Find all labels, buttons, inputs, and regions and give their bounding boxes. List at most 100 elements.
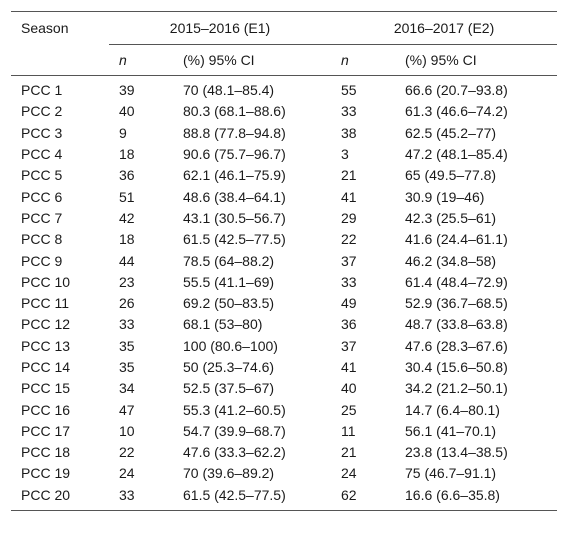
group1-column-header: 2015–2016 (E1) [109,11,332,45]
n-cell-2015: 10 [119,422,135,439]
season-cell: PCC 11 [21,295,69,312]
season-cell: PCC 1 [21,82,63,99]
ci-cell-2015: 90.6 (75.7–96.7) [183,146,286,163]
season-cell: PCC 12 [21,316,71,333]
n-cell-2016: 24 [341,465,357,482]
table-row: PCC 8 18 61.5 (42.5–77.5) 22 41.6 (24.4–61.1… [11,229,557,250]
table-row: PCC 1 39 70 (48.1–85.4) 55 66.6 (20.7–93.8) [11,76,557,102]
header-row-groups: Season 2015–2016 (E1) 2016–2017 (E2) [11,11,558,45]
n-cell-2015: 47 [119,401,135,418]
ci-cell-2016: 66.6 (20.7–93.8) [405,82,508,99]
table-row: PCC 9 44 78.5 (64–88.2) 37 46.2 (34.8–58) [11,250,557,271]
n-cell-2016: 36 [341,316,357,333]
ci-cell-2016: 46.2 (34.8–58) [405,252,497,269]
ci-cell-2016: 47.6 (28.3–67.6) [405,337,508,354]
season-cell: PCC 20 [11,484,109,511]
season-cell: PCC 2 [21,103,63,120]
table-row: PCC 11 26 69.2 (50–83.5) 49 52.9 (36.7–68.5) [11,293,557,314]
table-row: PCC 16 47 55.3 (41.2–60.5) 25 14.7 (6.4–80.1… [11,399,557,420]
n-cell-2015: 39 [119,82,135,99]
table-row: PCC 20 33 61.5 (42.5–77.5) 62 16.6 (6.6–35.8… [11,484,558,511]
season-cell: PCC 18 [21,444,71,461]
table-row: PCC 15 34 52.5 (37.5–67) 40 34.2 (21.2–50.1) [11,378,557,399]
ci-cell-2015: 52.5 (37.5–67) [183,380,275,397]
table-row: PCC 10 23 55.5 (41.1–69) 33 61.4 (48.4–72.9) [11,272,557,293]
ci-cell-2015: 55.5 (41.1–69) [183,273,275,290]
season-subheader-empty [11,44,109,76]
table-row: PCC 19 24 70 (39.6–89.2) 24 75 (46.7–91.1) [11,463,557,484]
ci-cell-2015: 55.3 (41.2–60.5) [183,401,286,418]
ci-cell-2015: 80.3 (68.1–88.6) [183,103,286,120]
table-row: PCC 18 22 47.6 (33.3–62.2) 21 23.8 (13.4–38.… [11,442,557,463]
n-cell-2015: 18 [119,231,135,248]
ci-cell-2016: 23.8 (13.4–38.5) [405,444,508,461]
ci-cell-2015: 62.1 (46.1–75.9) [183,167,286,184]
table-row: PCC 6 51 48.6 (38.4–64.1) 41 30.9 (19–46) [11,186,557,207]
n-cell-2015: 42 [119,209,135,226]
ci-cell-2016: 47.2 (48.1–85.4) [405,146,508,163]
ci-cell-2015: 61.5 (42.5–77.5) [183,231,286,248]
ci-cell-2015: 70 (48.1–85.4) [183,82,275,99]
n-column-header-2: n [331,44,396,76]
table-row: PCC 4 18 90.6 (75.7–96.7) 3 47.2 (48.1–85.4) [11,144,557,165]
ci-cell-2016: 61.3 (46.6–74.2) [405,103,508,120]
table-row: PCC 12 33 68.1 (53–80) 36 48.7 (33.8–63.8) [11,314,557,335]
n-cell-2015: 22 [119,444,135,461]
ci-cell-2016: 14.7 (6.4–80.1) [405,401,500,418]
ci-cell-2015: 78.5 (64–88.2) [183,252,275,269]
n-cell-2015: 33 [109,484,173,511]
season-cell: PCC 6 [21,188,63,205]
n-cell-2015: 44 [119,252,135,269]
ci-cell-2015: 100 (80.6–100) [183,337,278,354]
n-cell-2016: 37 [341,252,357,269]
n-cell-2016: 62 [331,484,396,511]
n-cell-2016: 41 [341,188,357,205]
table-header: Season 2015–2016 (E1) 2016–2017 (E2) n (… [11,11,558,76]
ci-cell-2015: 61.5 (42.5–77.5) [173,484,332,511]
n-cell-2016: 38 [341,124,357,141]
n-cell-2015: 51 [119,188,135,205]
season-cell: PCC 13 [21,337,71,354]
data-table-container: Season 2015–2016 (E1) 2016–2017 (E2) n (… [11,11,558,511]
ci-cell-2016: 41.6 (24.4–61.1) [405,231,508,248]
n-cell-2016: 21 [341,444,357,461]
ci-cell-2015: 47.6 (33.3–62.2) [183,444,286,461]
n-cell-2016: 40 [341,380,357,397]
season-column-header: Season [11,11,109,45]
n-cell-2015: 18 [119,146,135,163]
n-column-header-1: n [109,44,173,76]
ci-cell-2015: 43.1 (30.5–56.7) [183,209,286,226]
ci-cell-2016: 61.4 (48.4–72.9) [405,273,508,290]
season-cell: PCC 17 [21,422,71,439]
table-row: PCC 3 9 88.8 (77.8–94.8) 38 62.5 (45.2–77) [11,123,557,144]
n-cell-2016: 49 [341,295,357,312]
n-cell-2016: 21 [341,167,357,184]
table-row: PCC 7 42 43.1 (30.5–56.7) 29 42.3 (25.5–61) [11,208,557,229]
n-cell-2015: 34 [119,380,135,397]
n-cell-2015: 23 [119,273,135,290]
n-cell-2016: 37 [341,337,357,354]
n-cell-2016: 33 [341,273,357,290]
ci-cell-2016: 16.6 (6.6–35.8) [395,484,558,511]
season-cell: PCC 5 [21,167,63,184]
ci-cell-2015: 69.2 (50–83.5) [183,295,275,312]
table-row: PCC 17 10 54.7 (39.9–68.7) 11 56.1 (41–70.1) [11,421,557,442]
season-cell: PCC 16 [21,401,71,418]
n-cell-2016: 22 [341,231,357,248]
ci-cell-2015: 70 (39.6–89.2) [183,465,275,482]
ci-cell-2015: 54.7 (39.9–68.7) [183,422,286,439]
n-cell-2016: 3 [341,146,349,163]
group2-column-header: 2016–2017 (E2) [331,11,558,45]
season-cell: PCC 15 [21,380,71,397]
ci-cell-2016: 65 (49.5–77.8) [405,167,497,184]
ci-cell-2016: 42.3 (25.5–61) [405,209,497,226]
season-cell: PCC 8 [21,231,63,248]
n-cell-2015: 35 [119,359,135,375]
n-cell-2016: 25 [341,401,357,418]
table-body: PCC 1 39 70 (48.1–85.4) 55 66.6 (20.7–93.8) P… [11,76,558,511]
n-cell-2015: 33 [119,316,135,333]
ci-cell-2016: 62.5 (45.2–77) [405,124,497,141]
n-cell-2015: 24 [119,465,135,482]
ci-cell-2016: 52.9 (36.7–68.5) [405,295,508,312]
n-cell-2015: 35 [119,337,135,354]
